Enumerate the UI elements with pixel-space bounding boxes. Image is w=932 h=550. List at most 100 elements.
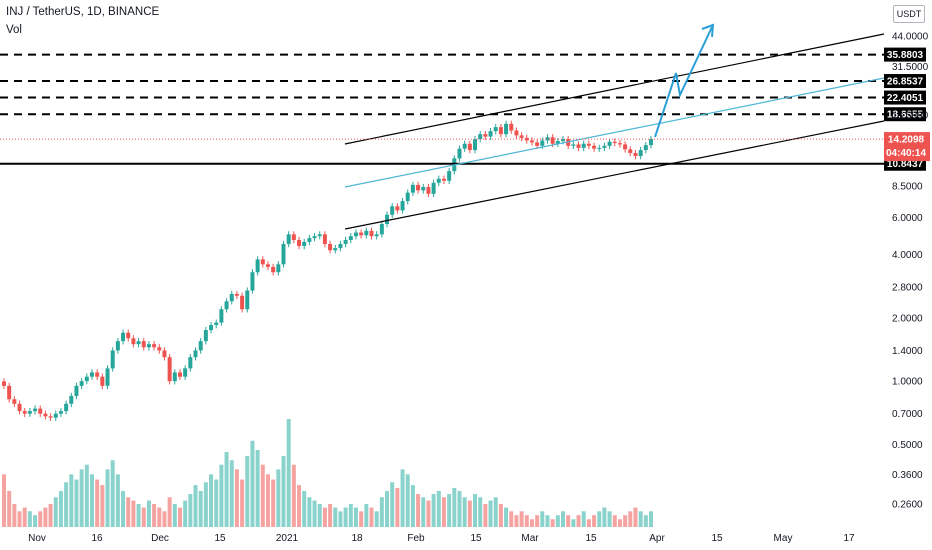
candle-body — [566, 139, 571, 146]
volume-bar — [504, 507, 509, 527]
x-tick-label: 15 — [214, 533, 226, 544]
candle-body — [27, 411, 32, 414]
candle-body — [152, 344, 157, 348]
candle-body — [317, 234, 322, 237]
candle-body — [229, 293, 234, 302]
candle-body — [209, 325, 214, 331]
volume-bar — [89, 474, 94, 527]
volume-bar — [157, 507, 162, 527]
volume-bar — [183, 500, 188, 527]
level-price-label: 10.8437 — [887, 159, 924, 170]
volume-bar — [110, 460, 115, 527]
candle-body — [555, 141, 560, 144]
volume-bar — [209, 474, 214, 527]
candle-body — [607, 141, 612, 146]
y-tick-label: 44.0000 — [892, 32, 929, 43]
volume-bar — [343, 507, 348, 527]
candle-body — [84, 376, 89, 382]
candle-body — [297, 239, 302, 247]
x-tick-label: Nov — [28, 533, 46, 544]
volume-bar — [291, 464, 296, 527]
candle-body — [524, 137, 529, 141]
channel-lower-line[interactable] — [344, 120, 885, 230]
candle-body — [509, 123, 514, 131]
candle-body — [649, 139, 653, 146]
volume-bar — [312, 500, 317, 527]
candle-body — [22, 411, 27, 414]
candle-body — [426, 187, 431, 194]
candle-body — [105, 368, 110, 386]
candle-body — [571, 144, 576, 146]
level-price-box — [884, 90, 926, 105]
volume-bar — [566, 515, 571, 527]
volume-bar — [17, 511, 22, 527]
volume-bar — [561, 511, 566, 527]
volume-bar — [198, 490, 203, 527]
volume-bar — [322, 507, 327, 527]
volume-bar — [602, 507, 607, 527]
candle-body — [224, 301, 229, 310]
candle-body — [110, 350, 115, 369]
candle-body — [643, 145, 648, 151]
candle-body — [172, 372, 177, 382]
volume-bar — [359, 511, 364, 527]
volume-bar — [38, 511, 43, 527]
y-tick-label: 31.5000 — [892, 62, 929, 73]
volume-bar — [245, 456, 250, 527]
volume-bar — [431, 494, 436, 527]
projection-arrow[interactable] — [654, 26, 713, 138]
volume-bar — [234, 469, 239, 527]
volume-bar — [255, 450, 260, 527]
candle-body — [48, 416, 53, 418]
volume-bar — [162, 511, 167, 527]
candle-body — [504, 123, 509, 135]
candle-body — [586, 143, 591, 146]
candle-body — [64, 403, 69, 412]
channel-mid-line[interactable] — [344, 77, 885, 188]
candle-body — [498, 127, 503, 135]
x-tick-label: 18 — [351, 533, 363, 544]
candle-body — [322, 234, 327, 244]
x-tick-label: 15 — [711, 533, 723, 544]
y-tick-label: 2.0000 — [892, 313, 923, 324]
volume-bar — [22, 507, 27, 527]
candle-body — [519, 135, 524, 138]
candle-body — [514, 130, 519, 136]
candle-body — [312, 236, 317, 239]
volume-bar — [302, 490, 307, 527]
volume-bar — [260, 464, 265, 527]
candle-body — [17, 403, 22, 412]
candle-body — [561, 139, 566, 142]
volume-bar — [152, 504, 157, 527]
volume-bar — [576, 515, 581, 527]
volume-bar — [2, 474, 6, 527]
candle-body — [219, 309, 224, 323]
level-price-box — [884, 47, 926, 62]
candle-body — [38, 408, 43, 414]
candle-body — [100, 376, 105, 386]
y-tick-label: 0.5000 — [892, 440, 923, 451]
candle-body — [240, 295, 245, 310]
volume-bar — [126, 497, 131, 527]
candle-body — [592, 145, 597, 149]
candle-body — [157, 347, 162, 351]
candle-body — [162, 350, 167, 358]
volume-bar — [115, 474, 120, 527]
channel-upper-line[interactable] — [344, 33, 885, 145]
currency-unit-button[interactable]: USDT — [893, 5, 925, 23]
x-tick-label: 2021 — [276, 533, 299, 544]
volume-bar — [121, 490, 126, 527]
volume-bar — [592, 515, 597, 527]
volume-bar — [219, 464, 224, 527]
candle-body — [628, 149, 633, 153]
volume-bar — [535, 515, 540, 527]
volume-bar — [649, 511, 653, 527]
candle-body — [457, 148, 462, 159]
candle-body — [478, 134, 483, 140]
candle-body — [58, 411, 63, 414]
volume-bar — [452, 487, 457, 527]
volume-bar — [633, 507, 638, 527]
volume-bar — [581, 511, 586, 527]
candle-body — [276, 264, 281, 273]
